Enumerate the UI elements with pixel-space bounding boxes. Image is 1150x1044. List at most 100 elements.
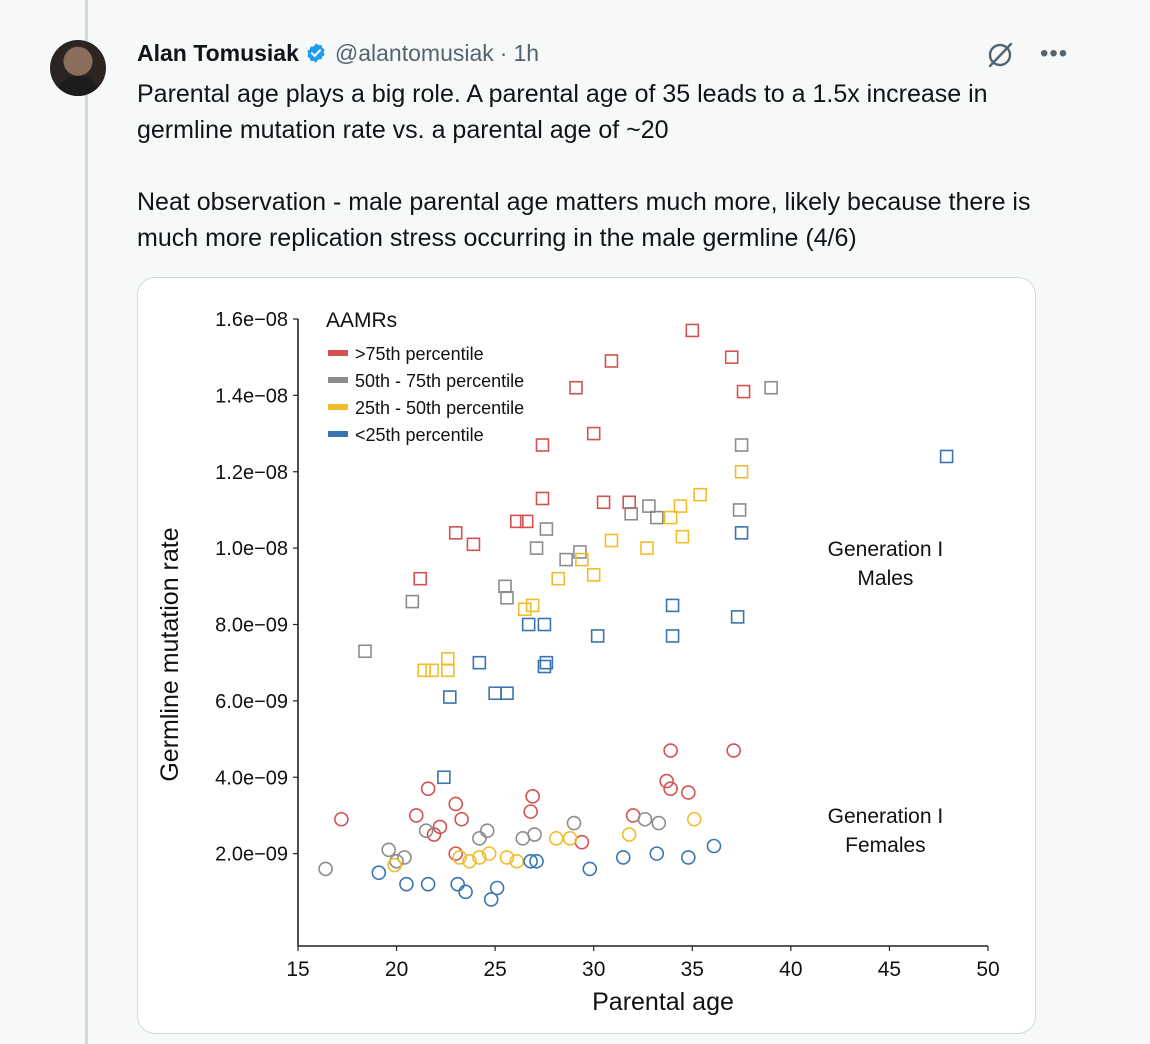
- female-data-point: [625, 808, 641, 823]
- legend-entry: 50th - 75th percentile: [355, 371, 524, 391]
- female-data-point: [432, 819, 448, 835]
- male-data-point: [525, 598, 540, 613]
- female-data-point: [548, 831, 564, 846]
- male-data-point: [665, 629, 680, 643]
- male-data-point: [604, 354, 619, 368]
- male-data-point: [590, 629, 605, 643]
- male-data-point: [640, 541, 654, 555]
- female-data-point: [706, 838, 722, 854]
- x-axis-label: Parental age: [592, 988, 734, 1016]
- male-data-point: [732, 503, 747, 517]
- y-tick-label: 2.0e−09: [215, 844, 288, 866]
- female-data-point: [479, 823, 495, 839]
- male-data-point: [675, 529, 690, 544]
- male-data-point: [519, 514, 534, 529]
- male-data-point: [642, 499, 656, 513]
- female-data-point: [523, 804, 538, 819]
- x-tick-label: 40: [779, 958, 802, 981]
- male-data-point: [441, 663, 455, 678]
- male-data-point: [521, 617, 536, 632]
- female-data-point: [525, 789, 540, 804]
- more-icon[interactable]: •••: [1040, 40, 1069, 67]
- female-data-point: [458, 884, 473, 900]
- male-data-point: [535, 491, 550, 506]
- male-data-point: [734, 464, 749, 479]
- female-data-point: [450, 876, 465, 892]
- male-data-point: [604, 533, 619, 548]
- male-data-point: [665, 598, 680, 613]
- male-data-point: [569, 380, 583, 395]
- avatar[interactable]: [50, 40, 106, 96]
- male-data-point: [673, 499, 688, 513]
- y-tick-label: 1.4e−08: [215, 385, 288, 407]
- female-data-point: [515, 831, 531, 846]
- author-name[interactable]: Alan Tomusiak: [137, 39, 299, 66]
- female-data-point: [399, 876, 414, 892]
- x-tick-label: 50: [976, 958, 999, 981]
- male-data-point: [500, 590, 514, 605]
- male-data-point: [586, 426, 601, 441]
- y-tick-label: 8.0e−09: [215, 615, 288, 637]
- male-data-point: [441, 652, 455, 666]
- male-data-point: [649, 510, 664, 525]
- female-data-point: [681, 850, 696, 865]
- male-data-point: [425, 663, 439, 678]
- legend-swatch: [328, 350, 348, 356]
- female-data-point: [523, 853, 538, 869]
- male-data-point: [573, 545, 587, 559]
- legend-title: AAMRs: [326, 309, 397, 332]
- y-tick-label: 4.0e−09: [215, 767, 288, 789]
- tweet-media-image[interactable]: 2.0e−09 4.0e−09 6.0e−09 8.0e−09 1.0e−08 1.2e−…: [137, 277, 1036, 1034]
- female-data-point: [397, 850, 412, 865]
- male-data-point: [539, 522, 554, 536]
- male-data-point: [537, 617, 552, 632]
- female-data-point: [582, 861, 598, 877]
- female-data-point: [408, 808, 424, 823]
- female-data-point: [334, 811, 349, 827]
- male-data-point: [939, 449, 954, 464]
- male-data-point: [437, 770, 451, 785]
- author-handle[interactable]: @alantomusiak: [334, 39, 494, 66]
- x-tick-label: 20: [385, 958, 408, 981]
- female-data-point: [527, 827, 542, 842]
- female-data-point: [574, 834, 590, 850]
- male-data-point: [472, 655, 487, 670]
- male-data-point: [358, 644, 372, 659]
- grok-icon[interactable]: [985, 40, 1015, 70]
- annotation-text: Males: [857, 567, 913, 590]
- y-axis-label: Germline mutation rate: [156, 527, 184, 781]
- legend-swatch: [328, 431, 348, 437]
- legend-entry: 25th - 50th percentile: [355, 398, 524, 418]
- female-data-point: [452, 850, 467, 865]
- female-data-point: [529, 853, 544, 869]
- female-data-point: [381, 842, 396, 858]
- female-data-point: [448, 796, 464, 812]
- x-tick-label: 15: [286, 958, 309, 981]
- female-data-point: [462, 853, 477, 869]
- female-data-point: [418, 823, 434, 839]
- annotation-text: Generation I: [828, 538, 944, 561]
- male-data-point: [724, 350, 739, 364]
- female-data-point: [472, 850, 487, 865]
- annotation-text: Generation I: [828, 805, 944, 828]
- female-data-point: [318, 861, 333, 877]
- female-data-point: [371, 865, 387, 881]
- female-data-point: [483, 892, 499, 907]
- tweet-time[interactable]: 1h: [513, 39, 540, 66]
- female-data-point: [420, 781, 436, 797]
- y-tick-label: 6.0e−09: [215, 691, 288, 713]
- female-data-point: [387, 857, 402, 873]
- male-data-point: [417, 663, 431, 678]
- legend-swatch: [328, 404, 348, 410]
- annotation-text: Females: [845, 834, 926, 857]
- female-data-point: [472, 831, 487, 846]
- male-data-point: [510, 514, 524, 529]
- female-data-point: [686, 811, 702, 827]
- male-data-point: [500, 686, 514, 701]
- male-data-point: [559, 552, 573, 567]
- male-data-point: [596, 495, 611, 510]
- male-data-point: [539, 655, 554, 670]
- female-data-point: [454, 811, 469, 827]
- male-data-point: [693, 487, 707, 502]
- male-data-point: [575, 552, 589, 567]
